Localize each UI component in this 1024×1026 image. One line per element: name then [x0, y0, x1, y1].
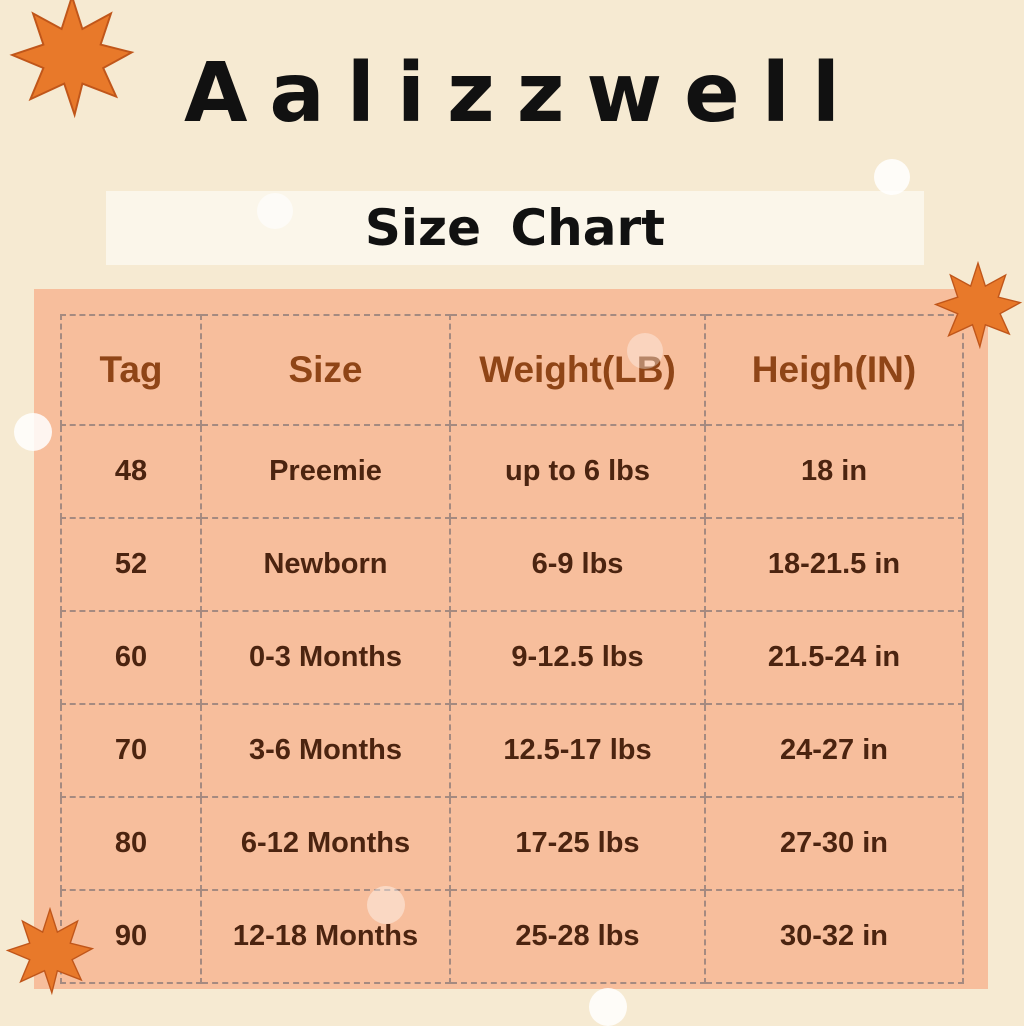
- snow-dot: [367, 886, 405, 924]
- cell-size: Newborn: [200, 517, 451, 612]
- table-header-row: Tag Size Weight(LB) Heigh(IN): [60, 314, 964, 426]
- cell-height: 21.5-24 in: [704, 610, 964, 705]
- cell-weight: 9-12.5 lbs: [449, 610, 706, 705]
- cell-size: 0-3 Months: [200, 610, 451, 705]
- cell-weight: 17-25 lbs: [449, 796, 706, 891]
- cell-size: 3-6 Months: [200, 703, 451, 798]
- cell-height: 18-21.5 in: [704, 517, 964, 612]
- cell-height: 30-32 in: [704, 889, 964, 984]
- maple-leaf-icon: [5, 906, 95, 996]
- table-row: 60 0-3 Months 9-12.5 lbs 21.5-24 in: [60, 610, 964, 705]
- snow-dot: [14, 413, 52, 451]
- size-table: Tag Size Weight(LB) Heigh(IN) 48 Preemie u…: [60, 314, 964, 984]
- cell-height: 24-27 in: [704, 703, 964, 798]
- table-row: 70 3-6 Months 12.5-17 lbs 24-27 in: [60, 703, 964, 798]
- header-weight: Weight(LB): [449, 314, 706, 426]
- maple-leaf-icon: [9, 0, 135, 119]
- snow-dot: [874, 159, 910, 195]
- maple-leaf-icon: [933, 260, 1023, 350]
- cell-tag: 90: [60, 889, 202, 984]
- cell-weight: up to 6 lbs: [449, 424, 706, 519]
- cell-weight: 12.5-17 lbs: [449, 703, 706, 798]
- size-chart-title: Size Chart: [364, 199, 666, 257]
- cell-tag: 60: [60, 610, 202, 705]
- brand-title: Aalizzwell: [183, 46, 863, 141]
- cell-tag: 48: [60, 424, 202, 519]
- cell-tag: 80: [60, 796, 202, 891]
- cell-size: Preemie: [200, 424, 451, 519]
- cell-tag: 52: [60, 517, 202, 612]
- cell-size: 6-12 Months: [200, 796, 451, 891]
- header-height: Heigh(IN): [704, 314, 964, 426]
- snow-dot: [589, 988, 627, 1026]
- snow-dot: [627, 333, 663, 369]
- cell-height: 27-30 in: [704, 796, 964, 891]
- cell-size: 12-18 Months: [200, 889, 451, 984]
- subtitle-bar: Size Chart: [106, 191, 924, 265]
- header-size: Size: [200, 314, 451, 426]
- table-row: 80 6-12 Months 17-25 lbs 27-30 in: [60, 796, 964, 891]
- table-row: 90 12-18 Months 25-28 lbs 30-32 in: [60, 889, 964, 984]
- table-row: 48 Preemie up to 6 lbs 18 in: [60, 424, 964, 519]
- cell-height: 18 in: [704, 424, 964, 519]
- snow-dot: [257, 193, 293, 229]
- cell-weight: 6-9 lbs: [449, 517, 706, 612]
- header-tag: Tag: [60, 314, 202, 426]
- table-row: 52 Newborn 6-9 lbs 18-21.5 in: [60, 517, 964, 612]
- cell-weight: 25-28 lbs: [449, 889, 706, 984]
- cell-tag: 70: [60, 703, 202, 798]
